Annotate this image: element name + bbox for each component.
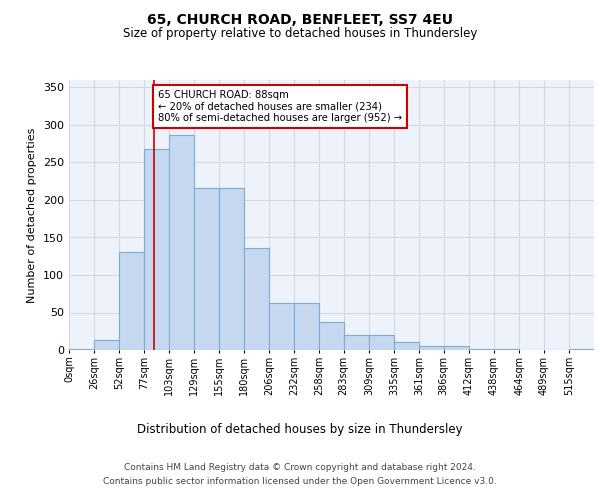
- Text: Distribution of detached houses by size in Thundersley: Distribution of detached houses by size …: [137, 422, 463, 436]
- Bar: [569, 349, 594, 350]
- Bar: [394, 342, 419, 350]
- Y-axis label: Number of detached properties: Number of detached properties: [28, 128, 37, 302]
- Bar: [269, 302, 294, 350]
- Bar: [344, 335, 369, 350]
- Bar: [169, 134, 194, 350]
- Text: 65 CHURCH ROAD: 88sqm
← 20% of detached houses are smaller (234)
80% of semi-det: 65 CHURCH ROAD: 88sqm ← 20% of detached …: [158, 90, 403, 123]
- Text: 65, CHURCH ROAD, BENFLEET, SS7 4EU: 65, CHURCH ROAD, BENFLEET, SS7 4EU: [147, 12, 453, 26]
- Bar: [144, 149, 169, 350]
- Bar: [469, 348, 494, 350]
- Bar: [494, 349, 519, 350]
- Bar: [94, 340, 119, 350]
- Text: Contains HM Land Registry data © Crown copyright and database right 2024.: Contains HM Land Registry data © Crown c…: [124, 462, 476, 471]
- Bar: [419, 346, 443, 350]
- Text: Size of property relative to detached houses in Thundersley: Size of property relative to detached ho…: [123, 28, 477, 40]
- Bar: [294, 302, 319, 350]
- Bar: [443, 346, 469, 350]
- Bar: [369, 335, 394, 350]
- Text: Contains public sector information licensed under the Open Government Licence v3: Contains public sector information licen…: [103, 478, 497, 486]
- Bar: [69, 348, 94, 350]
- Bar: [194, 188, 220, 350]
- Bar: [220, 188, 244, 350]
- Bar: [319, 322, 344, 350]
- Bar: [244, 248, 269, 350]
- Bar: [119, 252, 144, 350]
